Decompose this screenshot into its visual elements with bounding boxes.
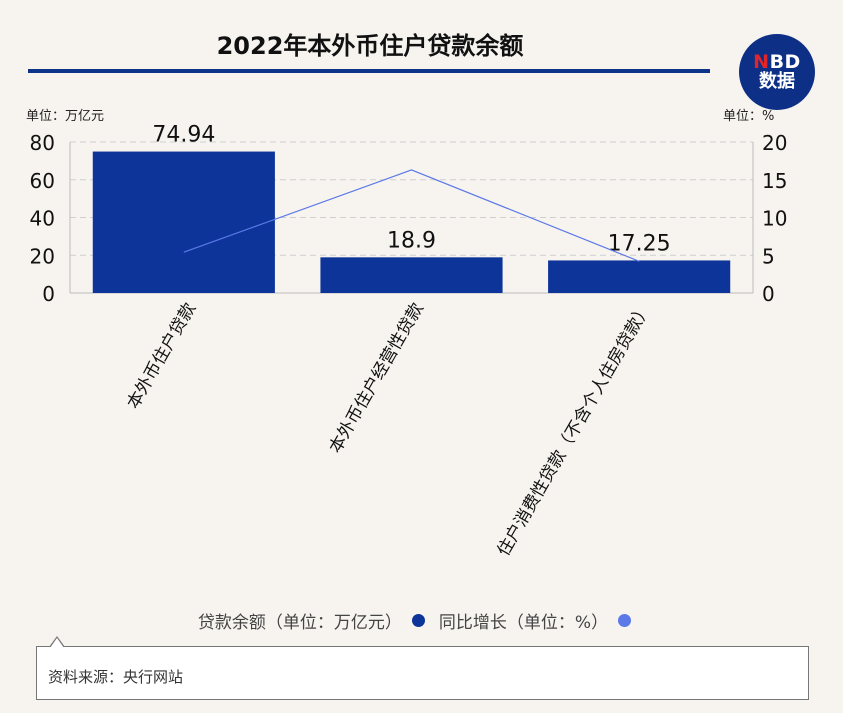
legend-line-label: 同比增长（单位：%） — [438, 613, 609, 633]
left-axis-unit: 单位：万亿元 — [26, 109, 105, 124]
source-box — [36, 646, 809, 700]
bar-line-chart: 0 20 40 60 80 0 5 10 15 20 74.94 本外币住户贷款 18.9 本外币住户经营… — [30, 123, 788, 560]
bar-value-label: 18.9 — [387, 228, 436, 253]
bar — [548, 260, 731, 293]
growth-line — [183, 169, 640, 262]
bar — [320, 257, 503, 293]
logo-subtext: 数据 — [759, 70, 795, 92]
left-tick-label: 20 — [30, 244, 55, 268]
left-tick-label: 40 — [30, 207, 55, 231]
category-label: 住户消费性贷款（不含个人住房贷款） — [494, 300, 656, 560]
chart-title: 2022年本外币住户贷款余额 — [216, 32, 524, 60]
category-label: 本外币住户贷款 — [123, 300, 200, 413]
source-text: 资料来源：央行网站 — [48, 668, 184, 686]
title-underline — [28, 69, 710, 73]
bar-value-label: 74.94 — [152, 123, 215, 148]
logo-letters-bd: BD — [769, 50, 801, 73]
right-tick-label: 20 — [762, 131, 787, 155]
legend-line-dot — [618, 614, 632, 627]
right-tick-label: 5 — [762, 244, 775, 268]
left-tick-label: 0 — [42, 282, 55, 306]
category-label: 本外币住户经营性贷款 — [326, 300, 428, 457]
chart-legend: 贷款余额（单位：万亿元） 同比增长（单位：%） — [0, 608, 843, 633]
legend-bar-label: 贷款余额（单位：万亿元） — [197, 613, 402, 633]
legend-bar-dot — [411, 614, 425, 627]
left-tick-label: 80 — [30, 131, 55, 155]
left-tick-label: 60 — [30, 169, 55, 193]
right-tick-label: 10 — [762, 207, 787, 231]
right-axis-unit: 单位：% — [723, 109, 775, 124]
right-tick-label: 15 — [762, 169, 787, 193]
logo-letter-n: N — [753, 50, 770, 73]
right-tick-label: 0 — [762, 282, 775, 306]
nbd-logo: NBD 数据 — [739, 34, 815, 110]
bar — [92, 151, 275, 293]
source-callout-notch-fill — [50, 638, 64, 648]
